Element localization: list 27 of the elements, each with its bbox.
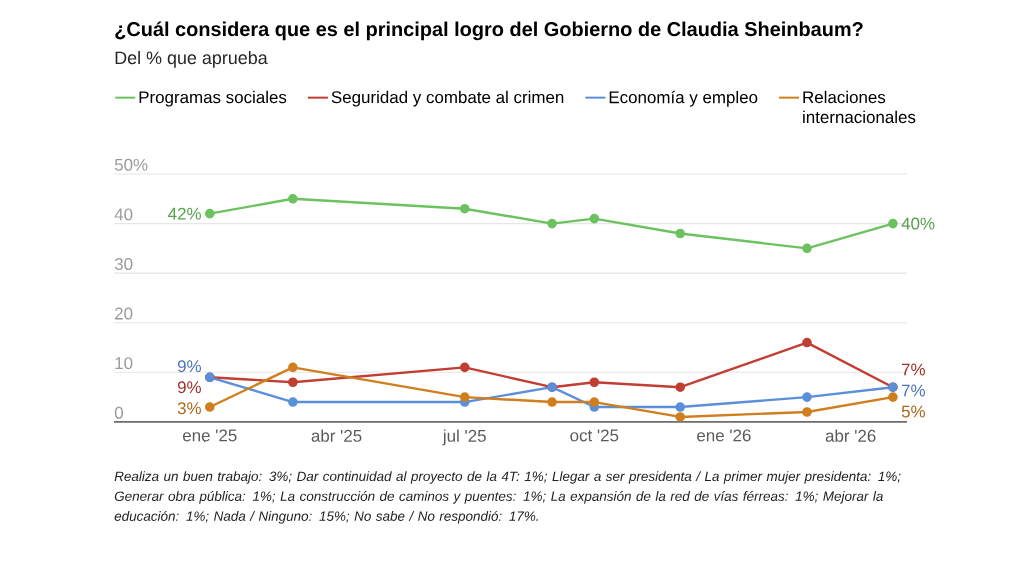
x-tick-label: abr '25 — [311, 429, 362, 442]
data-label: 3% — [177, 402, 201, 415]
data-label: 5% — [901, 405, 925, 418]
legend-label: Seguridad y combate al crimen — [331, 90, 564, 107]
y-tick-label: 0 — [114, 406, 123, 419]
x-tick-label: ene '26 — [697, 429, 751, 442]
y-tick-label: 20 — [115, 307, 133, 320]
data-label: 9% — [177, 381, 201, 394]
legend-label: Programas sociales — [139, 90, 287, 107]
y-tick-label: 10 — [115, 357, 133, 370]
y-tick-label: 50% — [114, 158, 148, 171]
chart-title: ¿Cuál considera que es el principal logro del Gobierno de Claudia Sheinbaum? — [115, 21, 863, 41]
legend-label: Economía y empleo — [609, 90, 758, 107]
data-label: 42% — [168, 207, 201, 220]
y-tick-label: 30 — [114, 257, 133, 270]
data-label: 9% — [177, 360, 201, 373]
x-tick-label: ene '25 — [182, 429, 237, 442]
chart-subtitle: Del % que aprueba — [115, 50, 268, 68]
data-label: 40% — [901, 217, 935, 230]
x-tick-label: oct '25 — [570, 429, 619, 442]
x-tick-label: abr '26 — [825, 429, 876, 442]
y-tick-label: 40 — [114, 208, 133, 221]
legend-label: Relaciones internacionales — [803, 90, 916, 124]
text: Realiza un buen trabajo: 3%; Dar continuidad al proyecto de la 4T: 1%; Llegar a ser presidenta / La primer mujer presidenta: 1%; Generar obra pública: 1%; La construcción de caminos y puentes: 1%; La expansión de la red de vías férreas: 1%; Mejorar la educación: 1%; Nada / Ninguno: 15%; No sabe / No respondió: 17%. — [114, 471, 901, 524]
data-label: 7% — [902, 363, 925, 376]
data-label: 7% — [902, 384, 925, 397]
x-tick-label: jul '25 — [442, 429, 486, 446]
